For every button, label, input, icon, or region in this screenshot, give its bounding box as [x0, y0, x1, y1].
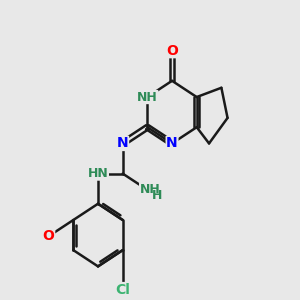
Text: O: O — [166, 44, 178, 58]
Text: NH: NH — [140, 183, 160, 196]
Text: NH: NH — [137, 91, 158, 103]
Text: N: N — [117, 136, 128, 150]
Text: N: N — [166, 136, 178, 150]
Text: O: O — [43, 229, 55, 243]
Text: Cl: Cl — [115, 283, 130, 297]
Text: HN: HN — [88, 167, 108, 180]
Text: H: H — [152, 189, 162, 202]
